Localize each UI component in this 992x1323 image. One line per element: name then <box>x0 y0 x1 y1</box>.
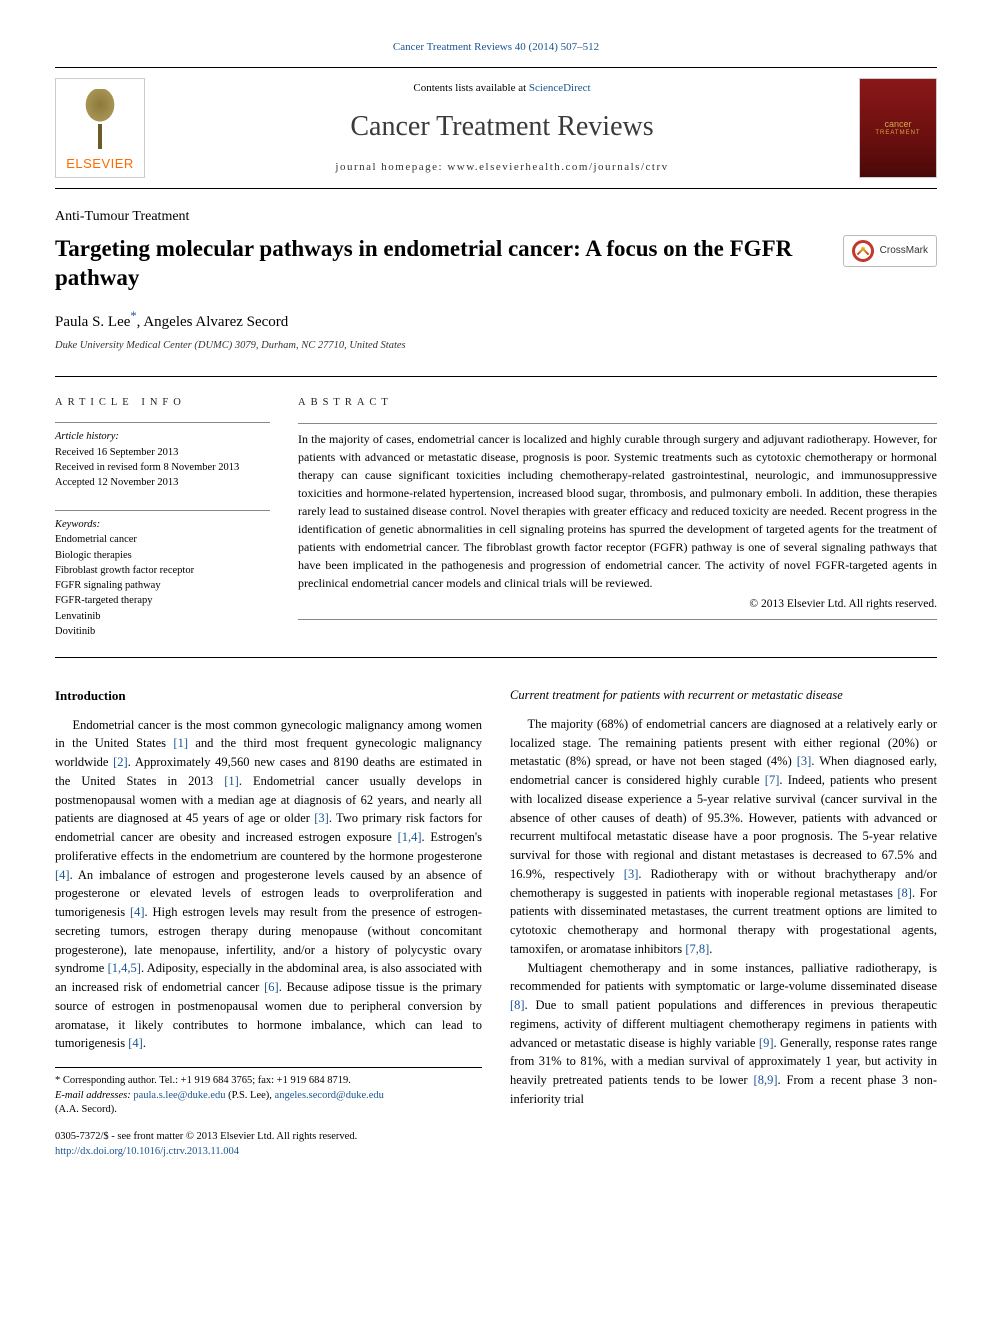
cite-link[interactable]: [3] <box>624 867 639 881</box>
footer-meta: 0305-7372/$ - see front matter © 2013 El… <box>55 1130 937 1159</box>
crossmark-label: CrossMark <box>880 244 928 258</box>
email-2-who: (A.A. Secord). <box>55 1104 117 1115</box>
received-date: Received 16 September 2013 <box>55 445 270 460</box>
keyword: Biologic therapies <box>55 548 270 563</box>
title-wrap: Targeting molecular pathways in endometr… <box>55 235 937 293</box>
issn-line: 0305-7372/$ - see front matter © 2013 El… <box>55 1130 937 1145</box>
affiliation: Duke University Medical Center (DUMC) 30… <box>55 339 937 354</box>
section-label: Anti-Tumour Treatment <box>55 207 937 227</box>
cite-link[interactable]: [3] <box>797 754 812 768</box>
footnotes: * Corresponding author. Tel.: +1 919 684… <box>55 1067 482 1118</box>
cite-link[interactable]: [7] <box>765 773 780 787</box>
header-center: Contents lists available at ScienceDirec… <box>145 81 859 175</box>
accepted-date: Accepted 12 November 2013 <box>55 475 270 490</box>
info-rule-2 <box>55 510 270 511</box>
abstract-heading: abstract <box>298 395 937 411</box>
cite-link[interactable]: [1] <box>173 736 188 750</box>
elsevier-logo: ELSEVIER <box>55 78 145 178</box>
cite-link[interactable]: [3] <box>314 811 329 825</box>
intro-para-1: Endometrial cancer is the most common gy… <box>55 716 482 1054</box>
history-block: Article history: Received 16 September 2… <box>55 429 270 490</box>
keyword: FGFR-targeted therapy <box>55 593 270 608</box>
info-rule-1 <box>55 422 270 423</box>
article-info-column: article info Article history: Received 1… <box>55 395 270 639</box>
cite-link[interactable]: [2] <box>113 755 128 769</box>
t: Multiagent chemotherapy and in some inst… <box>510 961 937 994</box>
cite-link[interactable]: [1,4,5] <box>108 961 141 975</box>
authors-line: Paula S. Lee*, Angeles Alvarez Secord <box>55 308 937 333</box>
keywords-label: Keywords: <box>55 517 270 532</box>
email-line: E-mail addresses: paula.s.lee@duke.edu (… <box>55 1089 482 1118</box>
cite-link[interactable]: [1] <box>224 774 239 788</box>
t: . <box>143 1036 146 1050</box>
keyword: Dovitinib <box>55 624 270 639</box>
journal-header-band: ELSEVIER Contents lists available at Sci… <box>55 67 937 189</box>
cover-text-1: cancer <box>884 120 911 130</box>
cite-link[interactable]: [8] <box>897 886 912 900</box>
keyword: Lenvatinib <box>55 609 270 624</box>
crossmark-badge[interactable]: CrossMark <box>843 235 937 267</box>
journal-name: Cancer Treatment Reviews <box>145 107 859 146</box>
homepage-line: journal homepage: www.elsevierhealth.com… <box>145 160 859 175</box>
cite-link[interactable]: [8] <box>510 998 525 1012</box>
cite-link[interactable]: [6] <box>264 980 279 994</box>
keyword: Endometrial cancer <box>55 532 270 547</box>
sciencedirect-link[interactable]: ScienceDirect <box>529 82 591 94</box>
abstract-rule-bottom <box>298 619 937 620</box>
email-2[interactable]: angeles.secord@duke.edu <box>275 1090 384 1101</box>
cite-link[interactable]: [8,9] <box>754 1073 778 1087</box>
keyword: Fibroblast growth factor receptor <box>55 563 270 578</box>
homepage-url[interactable]: www.elsevierhealth.com/journals/ctrv <box>447 161 668 173</box>
keyword: FGFR signaling pathway <box>55 578 270 593</box>
intro-heading: Introduction <box>55 686 482 706</box>
cite-link[interactable]: [4] <box>130 905 145 919</box>
abstract-text: In the majority of cases, endometrial ca… <box>298 430 937 592</box>
abstract-column: abstract In the majority of cases, endom… <box>298 395 937 639</box>
contents-prefix: Contents lists available at <box>413 82 528 94</box>
email-label: E-mail addresses: <box>55 1090 133 1101</box>
author-1: Paula S. Lee <box>55 314 130 330</box>
t: . <box>709 942 712 956</box>
elsevier-label: ELSEVIER <box>66 155 134 173</box>
cite-link[interactable]: [4] <box>128 1036 143 1050</box>
contents-available-line: Contents lists available at ScienceDirec… <box>145 81 859 96</box>
article-info-heading: article info <box>55 395 270 410</box>
elsevier-tree-icon <box>75 89 125 149</box>
curr-para-2: Multiagent chemotherapy and in some inst… <box>510 959 937 1109</box>
abstract-copyright: © 2013 Elsevier Ltd. All rights reserved… <box>298 596 937 613</box>
email-1[interactable]: paula.s.lee@duke.edu <box>133 1090 225 1101</box>
journal-cover-thumb: cancer TREATMENT <box>859 78 937 178</box>
current-treatment-subhead: Current treatment for patients with recu… <box>510 686 937 705</box>
history-label: Article history: <box>55 429 270 444</box>
cite-link[interactable]: [4] <box>55 868 70 882</box>
email-1-who: (P.S. Lee), <box>226 1090 275 1101</box>
homepage-label: journal homepage: <box>335 161 447 173</box>
article-title: Targeting molecular pathways in endometr… <box>55 235 815 293</box>
journal-reference: Cancer Treatment Reviews 40 (2014) 507–5… <box>55 40 937 55</box>
cite-link[interactable]: [7,8] <box>685 942 709 956</box>
info-abstract-band: article info Article history: Received 1… <box>55 376 937 658</box>
crossmark-icon <box>852 240 874 262</box>
corr-author-note: * Corresponding author. Tel.: +1 919 684… <box>55 1074 482 1089</box>
cover-text-2: TREATMENT <box>875 130 920 137</box>
revised-date: Received in revised form 8 November 2013 <box>55 460 270 475</box>
author-2: Angeles Alvarez Secord <box>143 314 288 330</box>
doi-link[interactable]: http://dx.doi.org/10.1016/j.ctrv.2013.11… <box>55 1145 937 1160</box>
cite-link[interactable]: [9] <box>759 1036 774 1050</box>
keyword-list: Endometrial cancer Biologic therapies Fi… <box>55 532 270 639</box>
abstract-rule <box>298 423 937 424</box>
t: . Indeed, patients who present with loca… <box>510 773 937 881</box>
body-columns: Introduction Endometrial cancer is the m… <box>55 686 937 1118</box>
curr-para-1: The majority (68%) of endometrial cancer… <box>510 715 937 959</box>
cite-link[interactable]: [1,4] <box>398 830 422 844</box>
